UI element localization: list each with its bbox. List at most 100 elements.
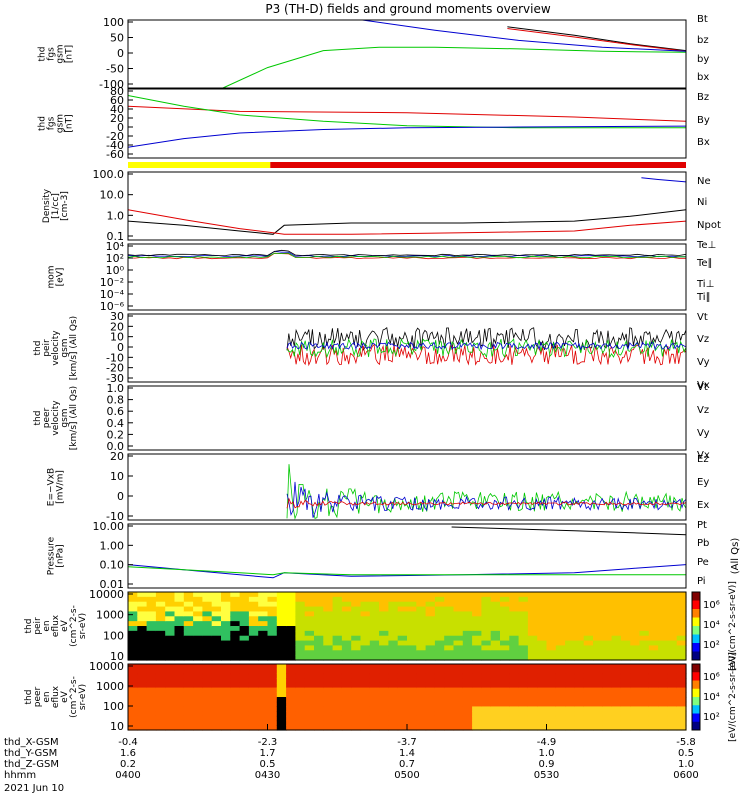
heatmap-cell <box>407 635 417 642</box>
heatmap-cell <box>555 725 566 731</box>
heatmap-cell <box>379 701 389 708</box>
heatmap-cell <box>304 616 315 622</box>
heatmap-cell <box>248 701 259 708</box>
heatmap-cell <box>639 678 650 684</box>
heatmap-cell <box>555 687 566 693</box>
heatmap-cell <box>407 630 417 637</box>
heatmap-cell <box>537 682 548 689</box>
heatmap-cell <box>304 601 315 608</box>
heatmap-cell <box>351 678 362 684</box>
heatmap-cell <box>527 650 538 656</box>
heatmap-cell <box>509 655 520 661</box>
heatmap-cell <box>183 626 194 632</box>
heatmap-cell <box>267 601 278 608</box>
heatmap-cell <box>276 616 287 622</box>
heatmap-cell <box>602 682 613 689</box>
heatmap-cell <box>258 697 269 703</box>
heatmap-cell <box>193 697 203 703</box>
heatmap-cell <box>565 640 575 647</box>
heatmap-cell <box>360 697 371 703</box>
heatmap-cell <box>611 626 622 632</box>
heatmap-cell <box>583 706 594 712</box>
heatmap-cell <box>630 706 641 712</box>
heatmap-cell <box>155 706 166 712</box>
heatmap-cell <box>490 687 501 693</box>
heatmap-cell <box>667 725 678 731</box>
y-axis-label-line: velocity <box>51 330 61 366</box>
heatmap-cell <box>155 655 166 661</box>
x-axis-row-value: -4.9 <box>537 737 557 748</box>
heatmap-cell <box>323 630 334 637</box>
heatmap-cell <box>323 711 334 717</box>
heatmap-cell <box>500 621 510 627</box>
x-axis-row-value: 0430 <box>255 770 280 781</box>
series-line-Npot <box>641 177 687 183</box>
heatmap-cell <box>332 601 343 608</box>
heatmap-cell <box>658 701 668 708</box>
heatmap-cell <box>183 687 194 693</box>
y-axis-label-line: eV <box>60 690 70 703</box>
heatmap-cell <box>183 715 194 722</box>
heatmap-cell <box>304 692 315 698</box>
heatmap-cell <box>444 706 455 712</box>
heatmap-cell <box>295 630 306 637</box>
heatmap-cell <box>407 621 417 627</box>
heatmap-cell <box>537 606 548 613</box>
heatmap-cell <box>518 650 529 656</box>
heatmap-cell <box>453 645 464 651</box>
x-axis-row-value: 0600 <box>673 770 698 781</box>
heatmap-cell <box>611 673 622 679</box>
heatmap-cell <box>128 711 138 717</box>
heatmap-cell <box>388 611 399 617</box>
heatmap-cell <box>155 673 166 679</box>
heatmap-cell <box>518 626 529 632</box>
series-line-black <box>127 249 687 257</box>
heatmap-cell <box>537 711 548 717</box>
heatmap-cell <box>314 664 324 670</box>
heatmap-cell <box>146 701 157 708</box>
heatmap-cell <box>295 692 306 698</box>
heatmap-cell <box>593 678 603 684</box>
y-tick-label: 30 <box>110 310 124 323</box>
heatmap-cell <box>379 678 389 684</box>
heatmap-cell <box>258 715 269 722</box>
heatmap-cell <box>620 635 631 642</box>
heatmap-cell <box>583 596 594 603</box>
heatmap-cell <box>648 720 659 726</box>
heatmap-cell <box>155 645 166 651</box>
heatmap-cell <box>602 678 613 684</box>
heatmap-cell <box>128 601 138 608</box>
x-axis-row-label: thd_Y-GSM <box>4 748 57 759</box>
heatmap-cell <box>174 687 185 693</box>
heatmap-cell <box>341 592 352 598</box>
heatmap-cell <box>193 630 203 637</box>
heatmap-cell <box>527 725 538 731</box>
heatmap-cell <box>155 606 166 613</box>
heatmap-cell <box>137 682 148 689</box>
heatmap-cell <box>360 701 371 708</box>
heatmap-cell <box>444 645 455 651</box>
heatmap-cell <box>258 596 269 603</box>
heatmap-cell <box>239 664 250 670</box>
heatmap-cell <box>574 601 585 608</box>
heatmap-cell <box>416 592 427 598</box>
heatmap-cell <box>128 715 138 722</box>
heatmap-cell <box>546 611 557 617</box>
heatmap-cell <box>221 635 231 642</box>
heatmap-cell <box>258 711 269 717</box>
heatmap-cell <box>620 697 631 703</box>
heatmap-cell <box>388 664 399 670</box>
heatmap-cell <box>248 720 259 726</box>
heatmap-cell <box>583 592 594 598</box>
y-axis-label-line: fgs <box>47 116 57 130</box>
heatmap-cell <box>658 601 668 608</box>
heatmap-cell <box>128 611 138 617</box>
legend-entry: Vx <box>697 380 710 391</box>
heatmap-cell <box>527 635 538 642</box>
heatmap-cell <box>304 701 315 708</box>
heatmap-cell <box>286 720 296 726</box>
heatmap-cell <box>602 592 613 598</box>
heatmap-cell <box>286 692 296 698</box>
heatmap-cell <box>509 601 520 608</box>
heatmap-cell <box>165 640 176 647</box>
